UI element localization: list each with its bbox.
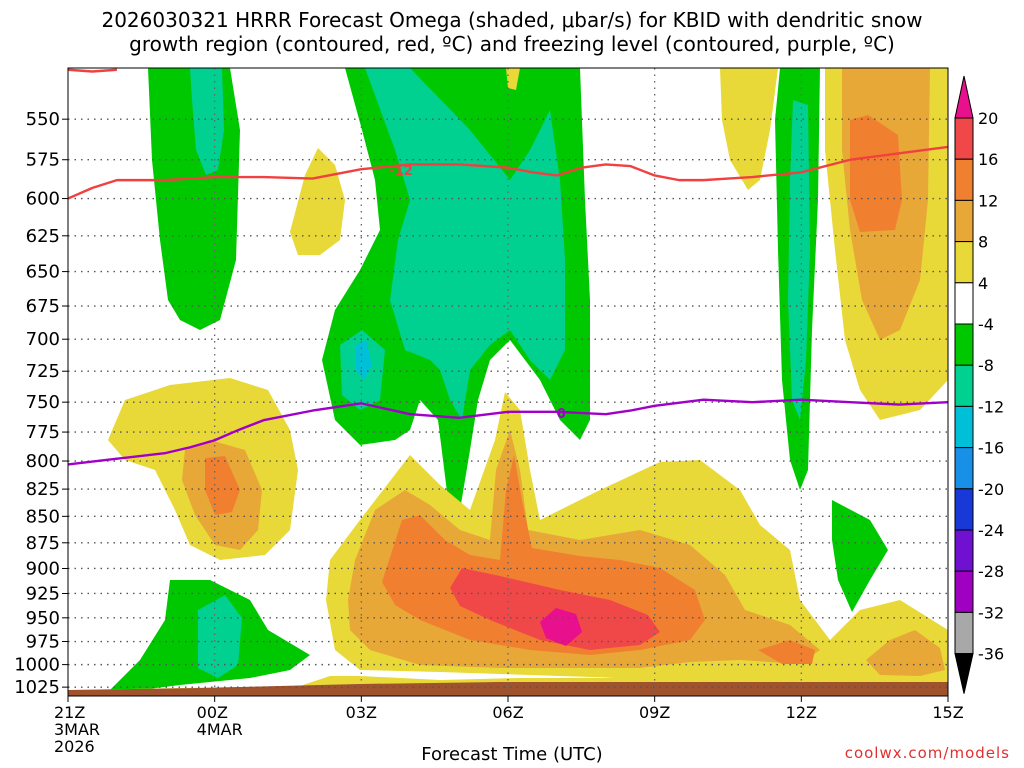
y-tick-label: 800: [26, 451, 60, 472]
x-tick-label-line: 15Z: [932, 703, 963, 722]
omega-region-neg-8: [365, 68, 565, 420]
x-tick-label: 15Z: [932, 703, 963, 722]
x-tick-label: 03Z: [346, 703, 377, 722]
colorbar-swatch: [954, 117, 974, 160]
colorbar-swatch: [954, 488, 974, 531]
chart-title: 2026030321 HRRR Forecast Omega (shaded, …: [0, 8, 1024, 56]
y-tick-label: 775: [26, 422, 60, 443]
colorbar-swatch: [954, 570, 974, 613]
colorbar-label: -16: [978, 439, 1004, 458]
x-axis: 21Z 3MAR 2026 00Z 4MAR 03Z 06Z 09Z 12Z 15Z: [54, 696, 964, 756]
x-tick-label-line: 4MAR: [197, 720, 243, 739]
credit-text: coolwx.com/models: [844, 744, 1010, 762]
omega-region-pos-12: [205, 456, 240, 515]
colorbar-label: -36: [978, 645, 1004, 664]
terrain: [68, 682, 948, 696]
colorbar-swatch: [954, 364, 974, 407]
omega-region-neg-4: [832, 500, 888, 612]
y-tick-label: 550: [26, 109, 60, 130]
contour-label: -12: [389, 164, 413, 179]
colorbar-label: -12: [978, 397, 1004, 416]
contour-line: [68, 145, 948, 200]
y-tick-label: 725: [26, 361, 60, 382]
colorbar-swatch: [954, 611, 974, 655]
x-tick-label-line: 03Z: [346, 703, 377, 722]
x-axis-label: Forecast Time (UTC): [421, 744, 603, 765]
y-tick-label: 975: [26, 632, 60, 653]
colorbar-swatch: [954, 199, 974, 243]
x-tick-label-line: 00Z: [197, 703, 228, 722]
omega-region-pos-4: [720, 68, 778, 190]
colorbar-label: 4: [978, 274, 988, 293]
x-tick-label: 21Z 3MAR 2026: [54, 703, 100, 756]
colorbar-bottom-arrow: [954, 653, 974, 694]
omega-region-neg-8: [198, 595, 242, 678]
colorbar-swatch: [954, 158, 974, 201]
y-axis: 550 575 600 625 650 675 700 725 750 775 800 825 850 8…: [14, 109, 68, 698]
colorbar-label: -8: [978, 356, 994, 375]
omega-region-neg-8: [190, 68, 224, 175]
y-tick-label: 675: [26, 296, 60, 317]
colorbar-swatch: [954, 282, 974, 325]
contour-line: [68, 68, 117, 73]
x-tick-label-line: 21Z: [54, 703, 85, 722]
colorbar-label: -4: [978, 315, 994, 334]
x-tick-label-line: 2026: [54, 737, 95, 756]
y-tick-label: 825: [26, 479, 60, 500]
omega-region-pos-4: [290, 148, 345, 255]
contour-label: 0: [557, 407, 566, 422]
y-tick-label: 750: [26, 392, 60, 413]
colorbar-label: -28: [978, 562, 1004, 581]
colorbar-swatch: [954, 447, 974, 490]
omega-region-pos-4: [506, 68, 520, 90]
y-tick-label: 625: [26, 226, 60, 247]
y-tick-label: 575: [26, 150, 60, 171]
colorbar-swatch: [954, 323, 974, 366]
x-tick-label: 06Z: [492, 703, 523, 722]
omega-region-pos-12: [850, 115, 902, 232]
omega-shading: [68, 68, 948, 696]
omega-region-neg-8: [788, 100, 810, 420]
y-tick-label: 1000: [14, 655, 60, 676]
contour-line: [68, 398, 948, 466]
x-tick-label: 00Z 4MAR: [197, 703, 243, 739]
contour-lines: [68, 68, 948, 466]
omega-region-pos-12: [758, 640, 815, 664]
colorbar-label: -32: [978, 603, 1004, 622]
y-tick-label: 600: [26, 189, 60, 210]
x-tick-label-line: 3MAR: [54, 720, 100, 739]
y-tick-label: 875: [26, 533, 60, 554]
contour-labels: -12 0: [389, 164, 566, 422]
x-tick-label-line: 06Z: [492, 703, 523, 722]
colorbar-label: 16: [978, 150, 998, 169]
y-tick-label: 925: [26, 583, 60, 604]
y-tick-label: 950: [26, 608, 60, 629]
x-tick-label-line: 12Z: [786, 703, 817, 722]
colorbar-top-arrow: [954, 75, 974, 119]
colorbar: 20 16 12 8 4 -4 -8 -12 -16 -20 -24 -28 -32 -36: [954, 75, 1004, 694]
title-line-1: 2026030321 HRRR Forecast Omega (shaded, …: [101, 8, 923, 32]
x-tick-label: 09Z: [639, 703, 670, 722]
colorbar-label: 20: [978, 109, 998, 128]
omega-region-pos-8: [866, 630, 945, 676]
y-tick-label: 900: [26, 558, 60, 579]
y-tick-label: 650: [26, 262, 60, 283]
colorbar-swatch: [954, 241, 974, 284]
colorbar-label: -24: [978, 521, 1004, 540]
title-line-2: growth region (contoured, red, ºC) and f…: [129, 32, 895, 56]
colorbar-label: -20: [978, 480, 1004, 499]
y-tick-label: 850: [26, 506, 60, 527]
y-tick-label: 1025: [14, 677, 60, 698]
x-tick-label: 12Z: [786, 703, 817, 722]
colorbar-label: 8: [978, 233, 988, 252]
colorbar-swatch: [954, 529, 974, 572]
colorbar-swatch: [954, 405, 974, 449]
y-tick-label: 700: [26, 329, 60, 350]
omega-region-neg-12: [356, 340, 372, 380]
colorbar-label: 12: [978, 191, 998, 210]
x-tick-label-line: 09Z: [639, 703, 670, 722]
